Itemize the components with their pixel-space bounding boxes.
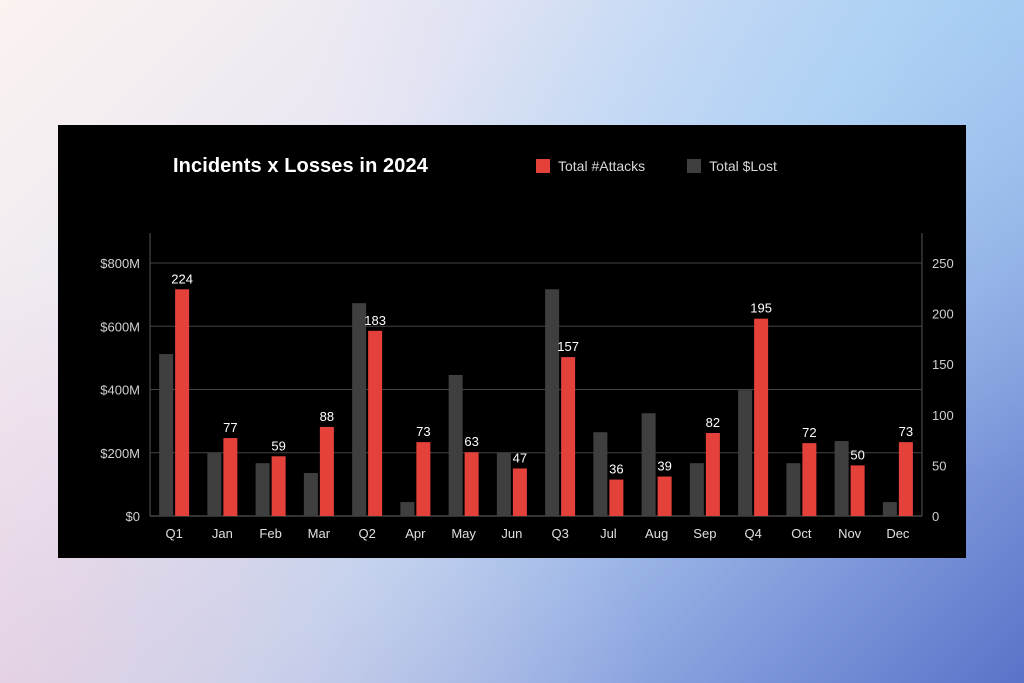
data-label-attacks: 63 [464, 434, 478, 449]
x-axis-label-jun: Jun [501, 526, 522, 541]
left-axis-tick: $400M [100, 383, 140, 398]
data-label-attacks: 183 [364, 313, 386, 328]
bar-attacks-nov[interactable] [850, 465, 865, 516]
bar-attacks-apr[interactable] [416, 442, 431, 516]
data-label-attacks: 36 [609, 462, 623, 477]
left-axis-tick: $800M [100, 256, 140, 271]
bar-lost-may[interactable] [448, 374, 463, 516]
data-label-attacks: 195 [750, 301, 772, 316]
right-axis-tick: 100 [932, 408, 954, 423]
bar-attacks-jun[interactable] [512, 468, 527, 516]
chart-plot-area: $0 $200M $400M $600M $800M 0 50 100 150 200 250 224… [100, 233, 954, 541]
data-label-attacks: 39 [657, 459, 671, 474]
bar-lost-apr[interactable] [400, 502, 415, 516]
chart-title: Incidents x Losses in 2024 [173, 155, 428, 177]
legend-label-lost: Total $Lost [709, 158, 777, 174]
x-axis-label-apr: Apr [405, 526, 426, 541]
x-axis-label-dec: Dec [886, 526, 910, 541]
left-axis-tick: $200M [100, 446, 140, 461]
legend-item-lost[interactable]: Total $Lost [687, 158, 777, 174]
right-axis-tick: 50 [932, 458, 946, 473]
legend-label-attacks: Total #Attacks [558, 158, 646, 174]
right-axis-tick: 150 [932, 357, 954, 372]
bar-lost-sep[interactable] [689, 463, 704, 516]
data-label-attacks: 82 [706, 415, 720, 430]
bar-lost-jul[interactable] [593, 432, 608, 516]
bar-attacks-q4[interactable] [754, 318, 769, 516]
x-axis-label-q4: Q4 [744, 526, 761, 541]
legend-item-attacks[interactable]: Total #Attacks [536, 158, 645, 174]
bar-attacks-q1[interactable] [175, 289, 190, 516]
bar-attacks-oct[interactable] [802, 443, 817, 516]
bar-attacks-may[interactable] [464, 452, 479, 516]
bar-attacks-sep[interactable] [705, 433, 720, 516]
bar-lost-jan[interactable] [207, 452, 222, 516]
x-axis-label-feb: Feb [259, 526, 281, 541]
bar-lost-oct[interactable] [786, 463, 801, 516]
bar-lost-mar[interactable] [303, 472, 318, 516]
x-axis-label-sep: Sep [693, 526, 716, 541]
x-axis-label-may: May [451, 526, 476, 541]
x-axis-label-q3: Q3 [551, 526, 568, 541]
bar-attacks-jan[interactable] [223, 438, 238, 516]
bar-lost-dec[interactable] [882, 502, 897, 516]
data-label-attacks: 47 [513, 450, 527, 465]
bar-lost-nov[interactable] [834, 441, 849, 516]
data-label-attacks: 224 [171, 271, 193, 286]
left-axis-tick: $600M [100, 319, 140, 334]
data-label-attacks: 73 [899, 424, 913, 439]
x-axis-label-q2: Q2 [358, 526, 375, 541]
bar-attacks-feb[interactable] [271, 456, 286, 516]
data-label-attacks: 50 [850, 447, 864, 462]
legend-swatch-lost [687, 159, 702, 173]
bar-lost-q1[interactable] [159, 354, 174, 516]
data-label-attacks: 59 [271, 438, 285, 453]
x-axis-label-jan: Jan [212, 526, 233, 541]
bar-lost-aug[interactable] [641, 413, 656, 516]
bar-attacks-dec[interactable] [898, 442, 913, 516]
bar-attacks-mar[interactable] [319, 426, 334, 516]
bar-attacks-q2[interactable] [368, 330, 383, 516]
chart-panel: Incidents x Losses in 2024 Total #Attack… [58, 125, 966, 558]
x-axis-label-mar: Mar [308, 526, 331, 541]
data-label-attacks: 157 [557, 339, 579, 354]
bar-lost-q3[interactable] [545, 289, 560, 516]
chart-legend: Total #Attacks Total $Lost [536, 158, 777, 174]
x-axis-label-oct: Oct [791, 526, 812, 541]
bar-lost-jun[interactable] [496, 452, 511, 516]
x-axis-label-q1: Q1 [165, 526, 182, 541]
data-label-attacks: 72 [802, 425, 816, 440]
legend-swatch-attacks [536, 159, 550, 173]
data-label-attacks: 77 [223, 420, 237, 435]
data-label-attacks: 73 [416, 424, 430, 439]
data-label-attacks: 88 [320, 409, 334, 424]
left-axis-tick: $0 [126, 509, 140, 524]
bar-attacks-jul[interactable] [609, 479, 624, 516]
x-axis-label-nov: Nov [838, 526, 862, 541]
right-axis-tick: 200 [932, 307, 954, 322]
bar-attacks-q3[interactable] [561, 357, 576, 516]
bar-lost-q2[interactable] [352, 303, 367, 516]
x-axis-label-jul: Jul [600, 526, 617, 541]
right-axis-tick: 250 [932, 256, 954, 271]
bar-lost-q4[interactable] [738, 390, 753, 516]
right-axis-tick: 0 [932, 509, 939, 524]
bar-attacks-aug[interactable] [657, 476, 672, 516]
bar-lost-feb[interactable] [255, 463, 270, 516]
x-axis-label-aug: Aug [645, 526, 668, 541]
